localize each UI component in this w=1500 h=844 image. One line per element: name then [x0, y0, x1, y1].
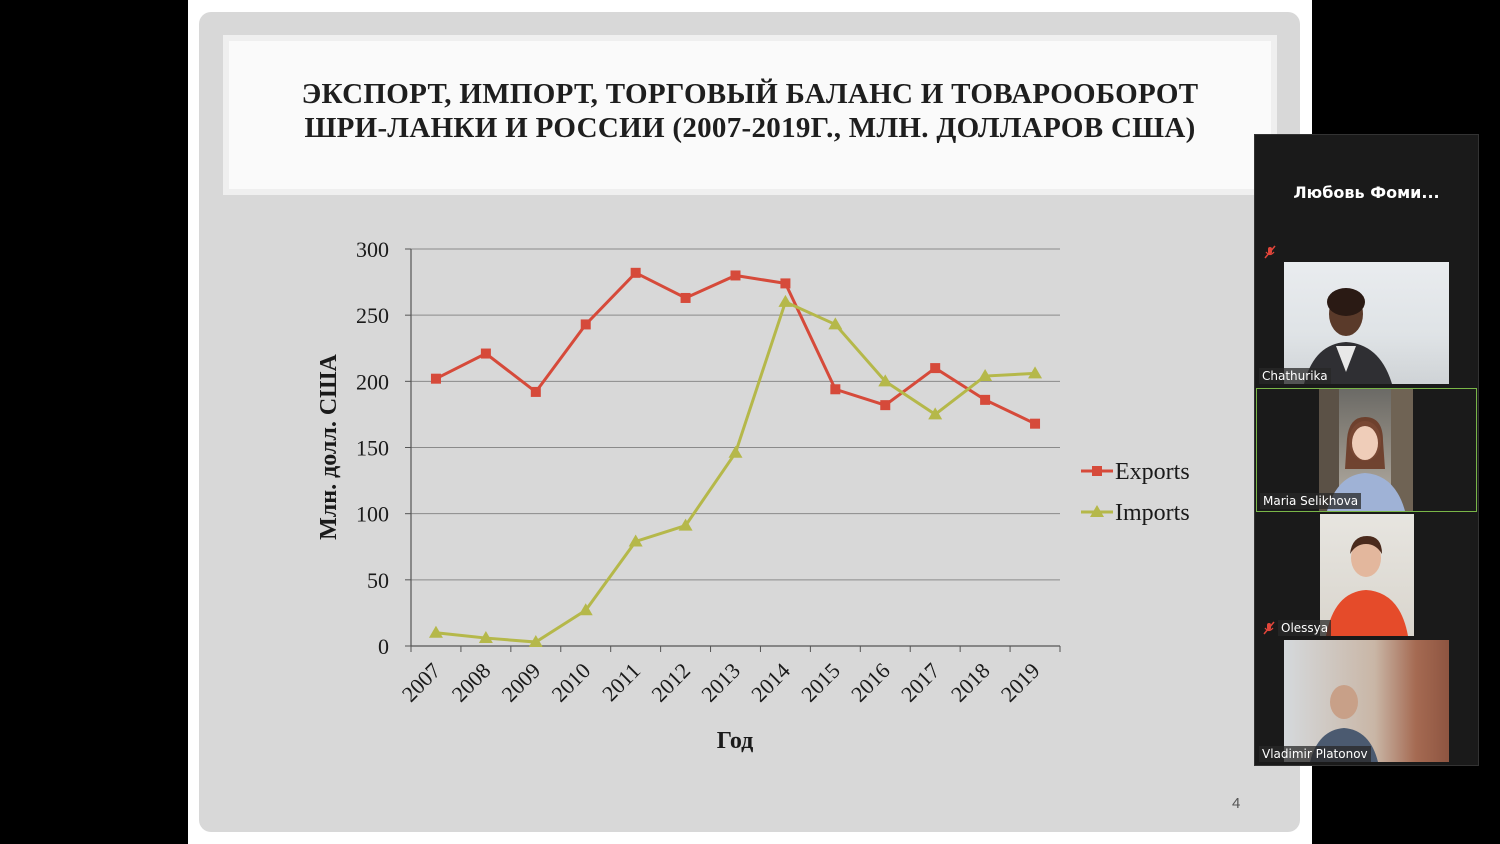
data-point	[628, 534, 643, 547]
slide-title-line-1: ЭКСПОРТ, ИМПОРТ, ТОРГОВЫЙ БАЛАНС И ТОВАР…	[301, 78, 1199, 110]
participant-video	[1319, 389, 1413, 511]
data-point	[978, 369, 993, 382]
participant-video	[1320, 514, 1414, 636]
x-tick-label: 2009	[497, 658, 546, 707]
data-point	[928, 407, 943, 420]
data-point	[930, 363, 941, 374]
data-point	[1030, 418, 1041, 429]
x-tick-label: 2014	[746, 658, 795, 707]
data-point	[778, 294, 793, 307]
legend-entry-imports: Imports	[1081, 500, 1190, 526]
x-tick-label: 2007	[397, 658, 446, 707]
data-point	[830, 384, 841, 395]
person-silhouette-icon	[1304, 288, 1392, 384]
data-point	[478, 631, 493, 644]
slide-title-box: ЭКСПОРТ, ИМПОРТ, ТОРГОВЫЙ БАЛАНС И ТОВАР…	[223, 35, 1277, 195]
participant-tile-olessya[interactable]: Olessya	[1256, 514, 1477, 638]
y-tick-labels: 0 50 100 150 200 250 300	[356, 237, 389, 659]
chart-axes	[405, 248, 1061, 652]
data-point	[528, 635, 543, 648]
x-tick-label: 2008	[447, 658, 496, 707]
data-point	[730, 270, 741, 281]
participant-name: Vladimir Platonov	[1259, 746, 1371, 762]
legend-entry-exports: Exports	[1081, 459, 1190, 485]
legend-marker	[1092, 466, 1102, 476]
participants-panel[interactable]: Любовь Фоми... Chathurika	[1254, 134, 1479, 766]
slide-page-number: 4	[1232, 795, 1241, 812]
data-point	[530, 386, 541, 397]
x-tick-label: 2019	[996, 658, 1045, 707]
data-point	[630, 267, 641, 278]
mic-muted-icon	[1263, 621, 1275, 635]
x-tick-label: 2015	[796, 658, 845, 707]
slide-title: ЭКСПОРТ, ИМПОРТ, ТОРГОВЫЙ БАЛАНС И ТОВАР…	[223, 77, 1277, 145]
y-tick-label: 0	[378, 634, 389, 659]
y-tick-label: 50	[367, 568, 389, 593]
chart-legend: Exports Imports	[1081, 459, 1190, 526]
participant-name: Chathurika	[1259, 368, 1331, 384]
series-line	[435, 270, 1036, 426]
series-exports	[430, 267, 1041, 429]
data-point	[880, 400, 891, 411]
person-silhouette-icon	[1326, 536, 1408, 636]
data-point	[980, 394, 991, 405]
participant-name: Olessya	[1278, 620, 1332, 636]
x-tick-label: 2018	[946, 658, 995, 707]
x-tick-labels: 2007 2008 2009 2010 2011 2012 2013 2014 2015 2016…	[397, 658, 1045, 707]
data-point	[1028, 366, 1043, 379]
data-point	[878, 374, 893, 387]
participant-tile-maria-selikhova[interactable]: Maria Selikhova	[1256, 388, 1477, 512]
participant-tile-vladimir-platonov[interactable]: Vladimir Platonov	[1256, 640, 1477, 764]
y-tick-label: 300	[356, 237, 389, 262]
data-point	[680, 292, 691, 303]
x-axis-title: Год	[717, 728, 754, 754]
x-tick-label: 2013	[696, 658, 745, 707]
x-tick-label: 2017	[896, 658, 945, 707]
person-silhouette-icon	[1310, 685, 1378, 762]
participant-name: Maria Selikhova	[1260, 493, 1362, 509]
data-point	[428, 625, 443, 638]
x-tick-label: 2011	[597, 658, 645, 706]
y-tick-label: 250	[356, 303, 389, 328]
data-point	[430, 373, 441, 384]
participant-video	[1284, 262, 1449, 384]
legend-label: Imports	[1115, 500, 1190, 526]
y-tick-label: 150	[356, 436, 389, 461]
host-name: Любовь Фоми...	[1293, 183, 1440, 202]
data-point	[728, 445, 743, 458]
data-point	[480, 348, 491, 359]
legend-marker	[1090, 505, 1104, 517]
participant-tile-chathurika[interactable]: Chathurika	[1256, 262, 1477, 386]
x-tick-label: 2012	[646, 658, 695, 707]
slide-title-line-2: ШРИ-ЛАНКИ И РОССИИ (2007-2019Г., МЛН. ДО…	[304, 112, 1196, 144]
y-tick-label: 100	[356, 502, 389, 527]
x-tick-label: 2016	[846, 658, 895, 707]
y-tick-label: 200	[356, 369, 389, 394]
chart-gridlines	[411, 248, 1060, 581]
x-tick-label: 2010	[546, 658, 595, 707]
y-axis-title: Млн. долл. США	[316, 353, 342, 539]
series-line	[435, 299, 1036, 644]
legend-label: Exports	[1115, 459, 1190, 485]
chart-series	[428, 267, 1043, 648]
mic-muted-icon	[1264, 245, 1276, 259]
data-point	[780, 278, 791, 289]
data-point	[678, 518, 693, 531]
participant-video	[1284, 640, 1449, 762]
data-point	[578, 603, 593, 616]
series-imports	[428, 294, 1043, 648]
data-point	[828, 317, 843, 330]
data-point	[580, 319, 591, 330]
